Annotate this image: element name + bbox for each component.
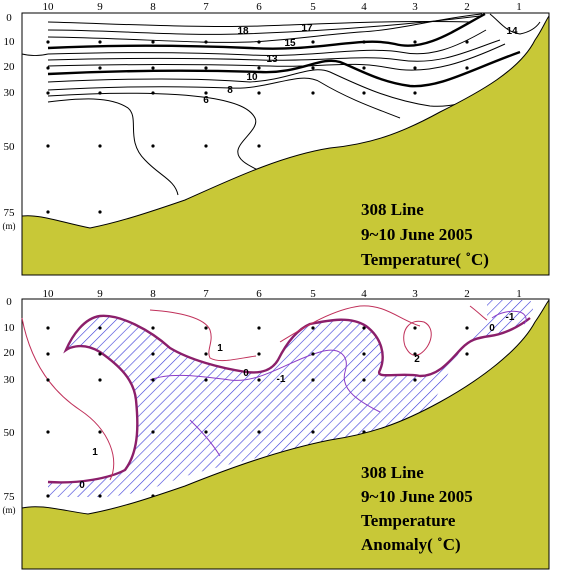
depth-label: 0 [6, 12, 12, 24]
contour-label: 0 [79, 480, 85, 491]
station-label: 10 [43, 288, 55, 300]
station-label: 1 [516, 288, 522, 300]
contour-line [403, 320, 432, 356]
contour-line [47, 13, 483, 43]
negative-contours [149, 310, 527, 457]
depth-label: 20 [4, 347, 16, 359]
station-label: 7 [203, 288, 209, 300]
depth-unit: (m) [3, 505, 16, 515]
station-axis: 10 9 8 7 6 5 4 3 2 1 [43, 288, 522, 300]
contour-line [21, 317, 115, 481]
seabed-land [21, 298, 550, 570]
anomaly-panel: 10 9 8 7 6 5 4 3 2 1 0 10 20 30 50 75 (m… [3, 288, 550, 570]
contour-label: 18 [237, 26, 249, 37]
seabed-land [21, 14, 550, 276]
station-label: 9 [97, 1, 103, 13]
panel-caption-line: 308 Line [361, 463, 424, 482]
contour-line [279, 305, 421, 343]
depth-label: 30 [4, 374, 16, 386]
contour-line [149, 309, 257, 362]
panel-caption-line: Anomaly( ˚C) [361, 535, 461, 554]
depth-axis: 0 10 20 30 50 75 (m) [3, 12, 16, 231]
contour-label: 14 [506, 26, 518, 37]
zero-contour [47, 314, 531, 484]
contour-line [491, 310, 527, 325]
contour-line [47, 77, 401, 119]
contour-line [47, 39, 501, 62]
station-label: 9 [97, 288, 103, 300]
contour-line [21, 53, 49, 56]
sampling-points [46, 326, 469, 498]
contour-line [47, 98, 179, 196]
contour-label: 0 [489, 323, 495, 334]
contour-line [469, 305, 488, 321]
temperature-panel: 10 9 8 7 6 5 4 3 2 1 0 10 20 30 50 75 (m… [3, 1, 550, 276]
depth-label: 50 [4, 141, 16, 153]
station-label: 8 [150, 288, 156, 300]
depth-label: 30 [4, 87, 16, 99]
contour-label: 17 [301, 23, 313, 34]
contour-line [189, 419, 221, 457]
station-label: 8 [150, 1, 156, 13]
negative-anomaly-region [48, 300, 533, 497]
station-label: 5 [310, 288, 316, 300]
station-label: 7 [203, 1, 209, 13]
depth-axis: 0 10 20 30 50 75 (m) [3, 296, 16, 515]
panel-caption-line: Temperature( ˚C) [361, 250, 489, 269]
positive-contours [21, 305, 488, 481]
depth-label: 20 [4, 61, 16, 73]
contour-line [489, 13, 541, 35]
contour-label: 1 [217, 343, 223, 354]
station-label: 4 [361, 288, 367, 300]
panel-caption-line: 9~10 June 2005 [361, 487, 473, 506]
station-label: 5 [310, 1, 316, 13]
contour-label: -1 [277, 374, 286, 385]
depth-label: 10 [4, 322, 16, 334]
contour-line-thick [47, 12, 486, 50]
contour-label: 15 [284, 38, 296, 49]
contour-line-thick [47, 50, 521, 88]
depth-label: 0 [6, 296, 12, 308]
contour-label: 13 [266, 54, 278, 65]
contour-line [47, 29, 487, 56]
station-label: 2 [464, 288, 470, 300]
depth-label: 10 [4, 36, 16, 48]
contour-label: 8 [227, 85, 233, 96]
contour-label: 2 [414, 354, 420, 365]
station-label: 4 [361, 1, 367, 13]
contour-label: 1 [92, 447, 98, 458]
contour-label: 10 [246, 72, 258, 83]
station-label: 1 [516, 1, 522, 13]
depth-unit: (m) [3, 221, 16, 231]
contour-label: -1 [506, 312, 515, 323]
contour-line [47, 15, 481, 35]
station-label: 3 [412, 1, 418, 13]
station-axis: 10 9 8 7 6 5 4 3 2 1 [43, 1, 522, 13]
contour-line [47, 69, 491, 107]
depth-label: 50 [4, 427, 16, 439]
contour-label: 6 [203, 95, 209, 106]
contour-line [47, 92, 259, 171]
temperature-contours [21, 12, 541, 196]
station-label: 6 [256, 1, 262, 13]
contour-line [47, 43, 506, 71]
panel-caption-line: 9~10 June 2005 [361, 225, 473, 244]
station-label: 10 [43, 1, 55, 13]
station-label: 6 [256, 288, 262, 300]
station-label: 3 [412, 288, 418, 300]
panel-caption-line: Temperature [361, 511, 456, 530]
station-label: 2 [464, 1, 470, 13]
panel-caption-line: 308 Line [361, 200, 424, 219]
depth-label: 75 [4, 207, 16, 219]
contour-label: 0 [243, 368, 249, 379]
contour-line [47, 20, 471, 28]
depth-label: 75 [4, 491, 16, 503]
contour-line [149, 349, 381, 413]
